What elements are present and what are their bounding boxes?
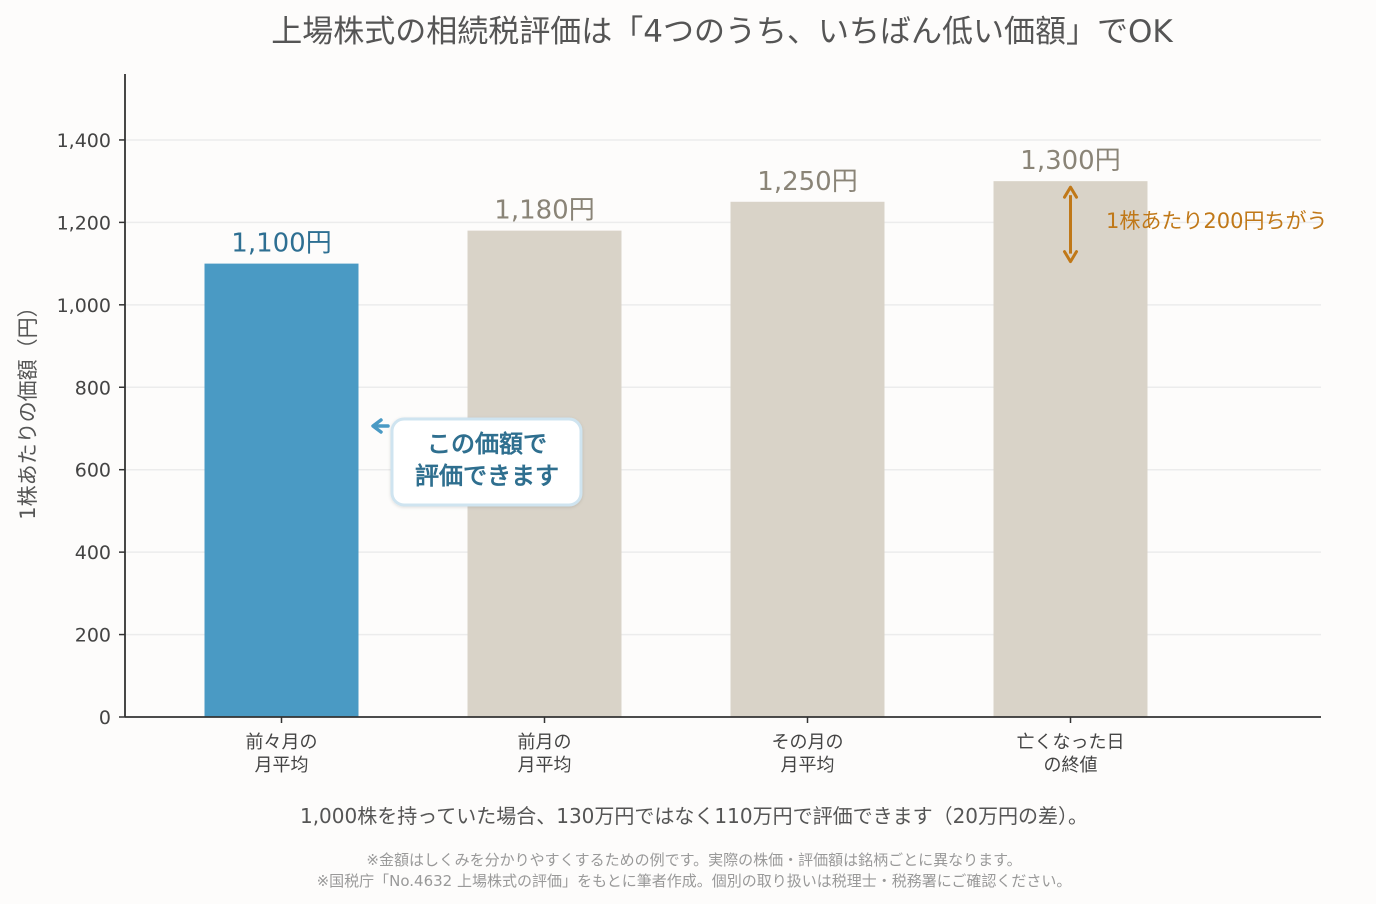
x-tick-label: 前月の [518,732,572,753]
callout-text: この価額で [427,430,547,458]
difference-annotation: 1株あたり200円ちがう [1063,185,1327,264]
footnote-2: ※国税庁「No.4632 上場株式の評価」をもとに筆者作成。個別の取り扱いは税理… [317,872,1072,890]
bar [204,263,359,717]
data-label: 1,250円 [757,167,857,197]
callout-text: 評価できます [415,462,559,490]
y-tick-label: 1,000 [57,295,111,317]
arrow-head-down [1063,250,1078,264]
x-tick-label: 前々月の [246,732,318,753]
chart-caption: 1,000株を持っていた場合、130万円ではなく110万円で評価できます（20万… [300,804,1088,828]
data-label: 1,180円 [494,196,594,226]
bars [204,181,1148,717]
y-tick-label: 200 [75,625,111,647]
x-tick-label: の終値 [1044,755,1098,776]
bar [993,181,1148,717]
difference-label: 1株あたり200円ちがう [1106,209,1327,233]
callout-box [390,417,583,507]
x-tick-label: 月平均 [518,755,572,776]
bar [730,201,885,717]
y-tick-label: 1,200 [57,212,111,234]
arrow-head-up [1063,185,1078,199]
y-tick-label: 0 [99,707,111,729]
axes [124,74,1321,718]
y-tick-label: 1,400 [57,130,111,152]
chart-title: 上場株式の相続税評価は「4つのうち、いちばん低い価額」でOK [271,14,1173,50]
y-tick-label: 800 [75,377,111,399]
data-label: 1,300円 [1020,146,1120,176]
data-labels: 1,100円 1,180円 1,250円 1,300円 [231,146,1120,258]
x-tick-label: 亡くなった日 [1017,732,1125,753]
footnote-1: ※金額はしくみを分かりやすくするための例です。実際の株価・評価額は銘柄ごとに異な… [366,851,1021,869]
callout-arrow-head [371,418,383,434]
x-tick-label: その月の [772,732,844,753]
x-tick-label: 月平均 [781,755,835,776]
y-ticks: 0 200 400 600 800 1,000 1,200 1,400 [57,130,125,729]
data-label: 1,100円 [231,229,331,259]
y-axis-label: 1株あたりの価額（円） [16,296,40,519]
y-tick-label: 400 [75,542,111,564]
y-tick-label: 600 [75,460,111,482]
x-tick-label: 月平均 [255,755,309,776]
